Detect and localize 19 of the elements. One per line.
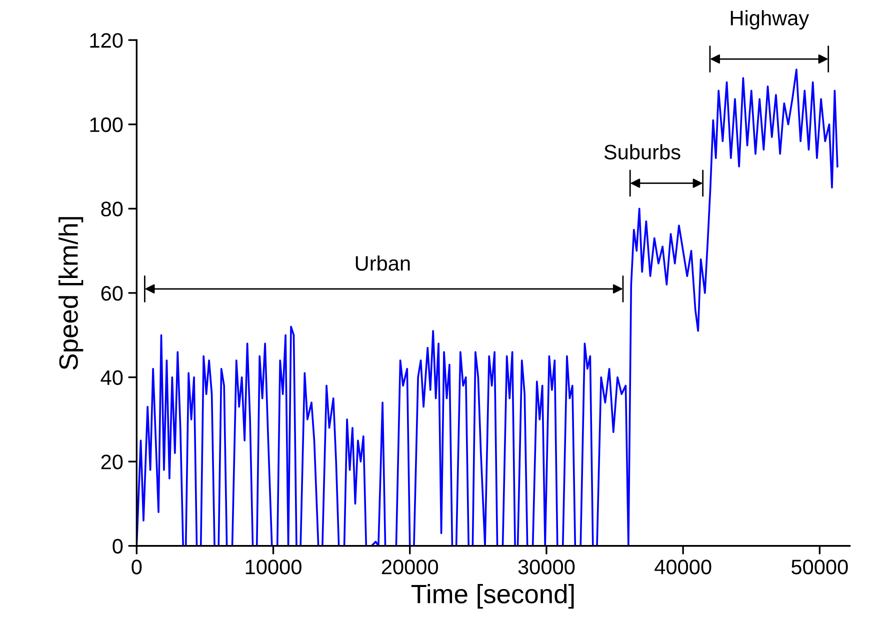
y-tick-label: 40: [100, 370, 123, 386]
text: Highway: [730, 10, 810, 30]
y-tick-label: 80: [101, 202, 123, 216]
x-tick-label: 20000: [382, 560, 438, 574]
y-tick-label: 0: [112, 538, 123, 554]
y-tick-label: 60: [101, 286, 123, 301]
x-tick-label: 0: [132, 560, 142, 574]
x-tick-label: 10000: [246, 560, 302, 574]
x-tick-label: 30000: [518, 560, 575, 574]
line-series: [136, 68, 838, 546]
y-tick-label: 120: [90, 33, 123, 48]
x-tick-label: 40000: [654, 560, 712, 574]
y-tick-label: 20: [101, 454, 123, 470]
annotation: Suburbs: [604, 144, 680, 160]
y-axis-title: Speed [km/h]: [58, 217, 84, 370]
y-tick-label: 100: [90, 117, 123, 132]
x-axis-title: Time [second]: [411, 584, 574, 609]
x-tick-label: 50000: [792, 560, 848, 574]
annotation: Urban: [356, 255, 410, 271]
